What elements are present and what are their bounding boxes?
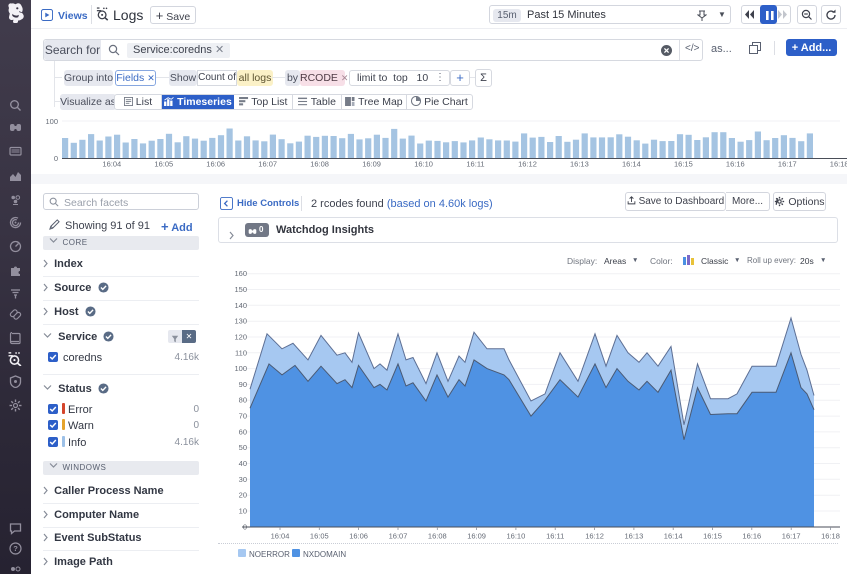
svg-text:16:07: 16:07 bbox=[389, 532, 408, 541]
svg-text:16:14: 16:14 bbox=[664, 532, 683, 541]
svg-text:16:16: 16:16 bbox=[742, 532, 761, 541]
svg-text:16:18: 16:18 bbox=[821, 532, 840, 541]
svg-text:60: 60 bbox=[239, 427, 247, 436]
svg-text:100: 100 bbox=[234, 364, 247, 373]
svg-text:160: 160 bbox=[234, 269, 247, 278]
svg-text:16:04: 16:04 bbox=[271, 532, 290, 541]
svg-text:?: ? bbox=[13, 544, 18, 553]
svg-text:16:10: 16:10 bbox=[414, 160, 433, 169]
svg-text:16:16: 16:16 bbox=[726, 160, 745, 169]
svg-text:16:10: 16:10 bbox=[507, 532, 526, 541]
svg-text:150: 150 bbox=[234, 285, 247, 294]
svg-text:16:06: 16:06 bbox=[349, 532, 368, 541]
svg-text:16:04: 16:04 bbox=[102, 160, 121, 169]
svg-text:16:08: 16:08 bbox=[310, 160, 329, 169]
svg-text:16:12: 16:12 bbox=[518, 160, 537, 169]
svg-text:70: 70 bbox=[239, 412, 247, 421]
svg-text:16:07: 16:07 bbox=[258, 160, 277, 169]
svg-text:16:05: 16:05 bbox=[154, 160, 173, 169]
svg-text:16:13: 16:13 bbox=[570, 160, 589, 169]
svg-text:16:08: 16:08 bbox=[428, 532, 447, 541]
svg-text:140: 140 bbox=[234, 301, 247, 310]
svg-text:16:09: 16:09 bbox=[467, 532, 486, 541]
svg-text:16:14: 16:14 bbox=[622, 160, 641, 169]
svg-text:16:15: 16:15 bbox=[674, 160, 693, 169]
svg-text:16:11: 16:11 bbox=[546, 532, 564, 541]
svg-text:16:12: 16:12 bbox=[585, 532, 604, 541]
svg-text:90: 90 bbox=[239, 380, 247, 389]
svg-text:0: 0 bbox=[54, 154, 58, 163]
svg-text:80: 80 bbox=[239, 396, 247, 405]
svg-text:120: 120 bbox=[234, 333, 247, 342]
svg-text:20: 20 bbox=[239, 491, 247, 500]
svg-text:110: 110 bbox=[235, 348, 247, 357]
svg-text:50: 50 bbox=[239, 443, 247, 452]
svg-text:130: 130 bbox=[234, 317, 247, 326]
svg-text:30: 30 bbox=[239, 475, 247, 484]
svg-text:16:13: 16:13 bbox=[625, 532, 644, 541]
svg-text:10: 10 bbox=[239, 507, 247, 516]
svg-text:16:06: 16:06 bbox=[206, 160, 225, 169]
svg-text:16:11: 16:11 bbox=[466, 160, 484, 169]
svg-text:40: 40 bbox=[239, 459, 247, 468]
svg-text:100: 100 bbox=[45, 117, 58, 126]
svg-text:16:09: 16:09 bbox=[362, 160, 381, 169]
svg-text:16:18: 16:18 bbox=[830, 160, 847, 169]
svg-text:16:15: 16:15 bbox=[703, 532, 722, 541]
svg-text:16:17: 16:17 bbox=[778, 160, 797, 169]
svg-text:16:17: 16:17 bbox=[782, 532, 801, 541]
svg-text:16:05: 16:05 bbox=[310, 532, 329, 541]
